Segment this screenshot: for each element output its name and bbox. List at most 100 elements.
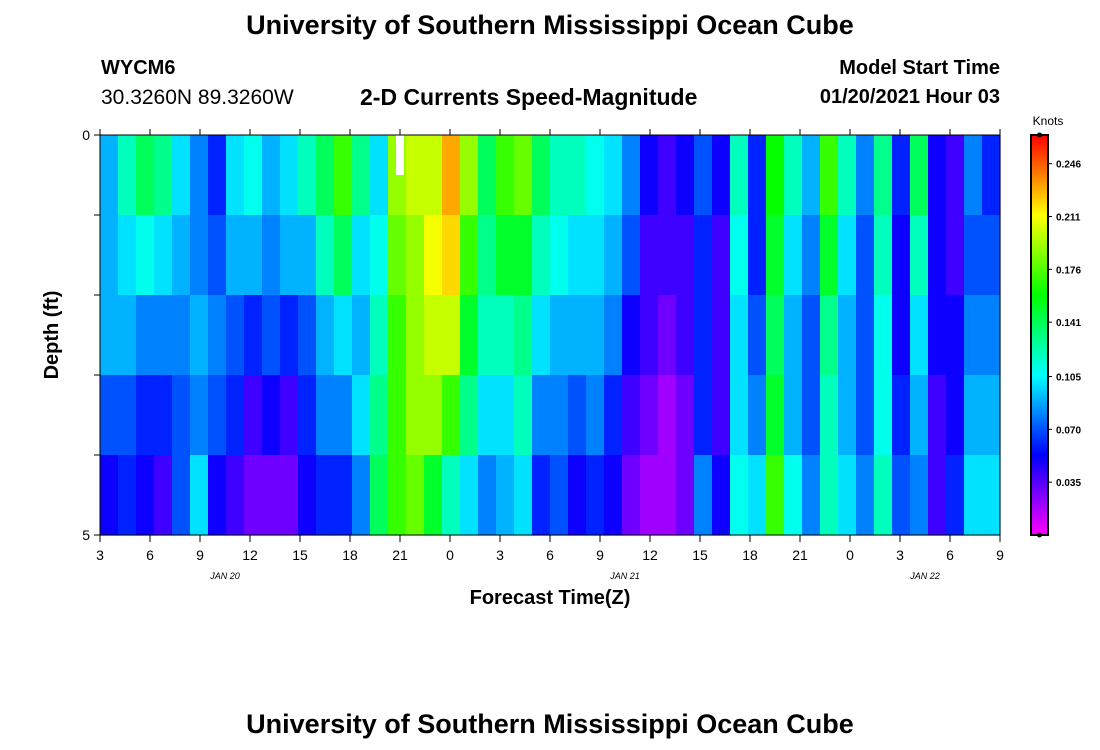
heatmap-cell [460, 455, 479, 536]
heatmap-cell [352, 375, 371, 456]
heatmap-cell [784, 375, 803, 456]
x-tick-label: 18 [342, 547, 358, 563]
heatmap-cell [694, 375, 713, 456]
heatmap-cell [262, 295, 281, 376]
heatmap-cell [190, 295, 209, 376]
heatmap-cell [100, 215, 119, 296]
heatmap-cell [244, 455, 263, 536]
heatmap-cell [712, 455, 731, 536]
heatmap-cell [820, 455, 839, 536]
heatmap-cell [784, 455, 803, 536]
heatmap-cell [514, 455, 533, 536]
heatmap-cell [928, 295, 947, 376]
heatmap-cell [874, 215, 893, 296]
colorbar-label: Knots [1033, 114, 1064, 128]
heatmap-cell [766, 295, 785, 376]
heatmap-cell [370, 215, 389, 296]
heatmap-cell [694, 295, 713, 376]
heatmap-cell [856, 295, 875, 376]
heatmap-cell [658, 455, 677, 536]
heatmap-cell [406, 135, 425, 216]
heatmap-cell [514, 135, 533, 216]
heatmap-cell [676, 135, 695, 216]
heatmap-cell [406, 455, 425, 536]
heatmap-cell [172, 375, 191, 456]
heatmap-cell [802, 215, 821, 296]
heatmap-cell [406, 295, 425, 376]
x-axis: 3 6 9 12 15 18 21 0 3 6 9 12 15 18 21 0 3 6 9 JAN 20 JAN 21 J… [96, 129, 1004, 581]
heatmap-cell [244, 215, 263, 296]
heatmap-cell [352, 135, 371, 216]
heatmap-cell [604, 375, 623, 456]
heatmap-cell [334, 135, 353, 216]
heatmap-cell [244, 135, 263, 216]
x-tick-label: 15 [692, 547, 708, 563]
heatmap-cell [154, 135, 173, 216]
heatmap-cell [640, 135, 659, 216]
heatmap-cell [856, 455, 875, 536]
chart-subtitle: 2-D Currents Speed-Magnitude [360, 84, 698, 110]
heatmap-cell [748, 295, 767, 376]
heatmap-cell [334, 455, 353, 536]
heatmap-cell [406, 375, 425, 456]
heatmap-cell [172, 215, 191, 296]
heatmap-cell [352, 215, 371, 296]
heatmap-cell [100, 135, 119, 216]
heatmap-cell [712, 215, 731, 296]
heatmap-cell [784, 215, 803, 296]
colorbar-tick-label: 0.141 [1056, 318, 1081, 329]
heatmap-cell [334, 295, 353, 376]
heatmap-cell [658, 215, 677, 296]
x-tick-label: 12 [242, 547, 258, 563]
heatmap-cell [586, 455, 605, 536]
heatmap-cell [316, 215, 335, 296]
heatmap-cell [496, 215, 515, 296]
heatmap-cell [802, 295, 821, 376]
heatmap-cell [892, 295, 911, 376]
heatmap-cell [748, 455, 767, 536]
heatmap-cell [496, 295, 515, 376]
heatmap-cell [820, 375, 839, 456]
heatmap-cell [280, 215, 299, 296]
heatmap-cell [568, 215, 587, 296]
x-tick-label: 3 [496, 547, 504, 563]
date-label: JAN 20 [209, 571, 240, 581]
heatmap-cell [478, 295, 497, 376]
x-tick-label: 21 [392, 547, 408, 563]
colorbar: 0.246 0.211 0.176 0.141 0.105 0.070 0.035 [1030, 132, 1081, 538]
heatmap-cell [838, 455, 857, 536]
heatmap-cell [802, 455, 821, 536]
heatmap-cell [838, 375, 857, 456]
heatmap-cell [532, 295, 551, 376]
heatmap-cell [604, 135, 623, 216]
heatmap-cell [550, 215, 569, 296]
heatmap-cell [460, 375, 479, 456]
y-axis-label: Depth (ft) [41, 291, 63, 380]
heatmap-cell [190, 215, 209, 296]
heatmap-cell [442, 455, 461, 536]
heatmap-cell [946, 375, 965, 456]
heatmap-cell [820, 135, 839, 216]
heatmap-cell [100, 295, 119, 376]
heatmap-cell [532, 215, 551, 296]
heatmap-cell [208, 455, 227, 536]
heatmap-cell [334, 215, 353, 296]
heatmap-cell [946, 135, 965, 216]
heatmap-cell [424, 135, 443, 216]
x-tick-label: 6 [546, 547, 554, 563]
heatmap-cell [730, 135, 749, 216]
page-title: University of Southern Mississippi Ocean… [246, 10, 854, 40]
heatmap-cell [820, 295, 839, 376]
heatmap-cell [154, 375, 173, 456]
heatmap-cell [370, 455, 389, 536]
heatmap-cell [748, 215, 767, 296]
x-tick-label: 6 [946, 547, 954, 563]
heatmap-cell [964, 375, 983, 456]
heatmap-cell [100, 375, 119, 456]
heatmap-cell [712, 135, 731, 216]
heatmap-cell [928, 455, 947, 536]
heatmap-cell [874, 455, 893, 536]
heatmap-cell [262, 215, 281, 296]
heatmap-cell [658, 135, 677, 216]
heatmap-cell [928, 375, 947, 456]
